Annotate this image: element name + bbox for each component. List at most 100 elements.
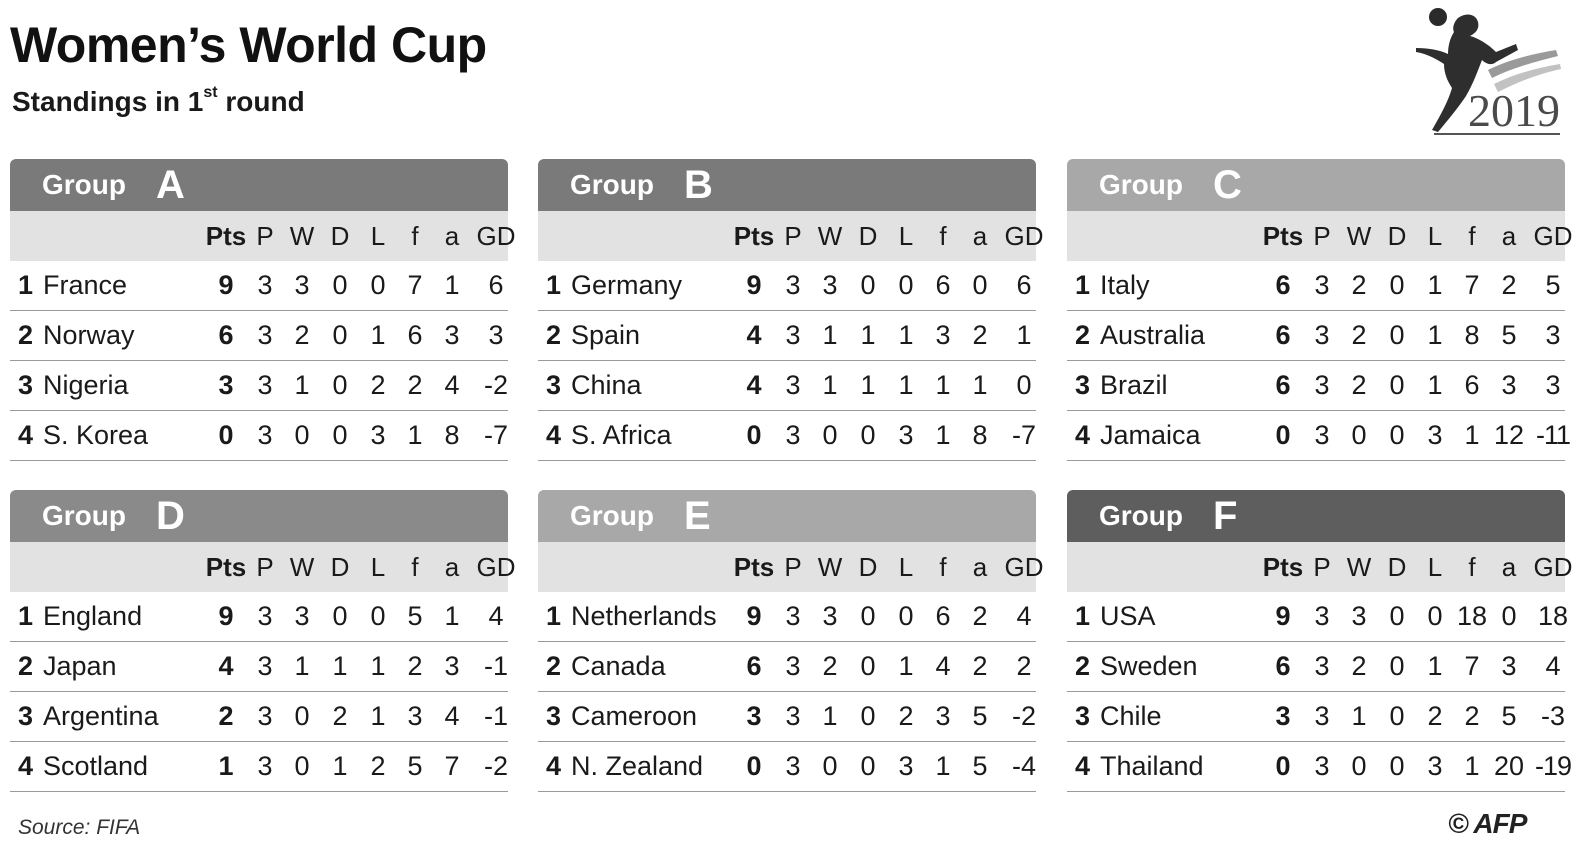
column-header: W: [1346, 551, 1372, 582]
stat-d: 0: [1389, 420, 1405, 450]
group-header: Group A: [10, 159, 508, 211]
stat-w: 1: [294, 370, 310, 400]
group-letter: B: [684, 162, 713, 207]
stat-f: 6: [1464, 370, 1480, 400]
stat-a: 2: [972, 651, 988, 681]
stat-w: 1: [294, 651, 310, 681]
stat-d: 0: [332, 370, 348, 400]
stat-gd: -2: [1011, 701, 1036, 731]
stat-d: 0: [860, 270, 876, 300]
team-name: Thailand: [1100, 751, 1204, 781]
stat-a: 5: [1501, 320, 1517, 350]
stat-f: 1: [407, 420, 423, 450]
stat-gd: -1: [483, 701, 508, 731]
stat-a: 8: [972, 420, 988, 450]
stat-w: 2: [1351, 651, 1367, 681]
stat-gd: 6: [488, 270, 504, 300]
column-header: W: [289, 220, 315, 251]
column-header: GD: [476, 551, 516, 582]
stat-f: 2: [1464, 701, 1480, 731]
stat-l: 0: [370, 601, 386, 631]
stat-l: 0: [898, 270, 914, 300]
stat-p: 3: [785, 651, 801, 681]
stat-d: 0: [1389, 270, 1405, 300]
rank: 1: [18, 270, 34, 300]
column-header: L: [370, 220, 386, 251]
rank: 4: [1075, 420, 1091, 450]
team-name: Jamaica: [1100, 420, 1201, 450]
group-header: Group D: [10, 490, 508, 542]
stat-l: 0: [1427, 601, 1443, 631]
stat-pts: 6: [746, 651, 762, 681]
stat-l: 2: [898, 701, 914, 731]
stat-l: 1: [370, 701, 386, 731]
column-header: f: [411, 220, 419, 251]
stat-a: 2: [1501, 270, 1517, 300]
group-header: Group B: [538, 159, 1036, 211]
stat-a: 3: [1501, 370, 1517, 400]
stat-p: 3: [1314, 701, 1330, 731]
stat-w: 0: [822, 420, 838, 450]
afp-credit: © AFP: [1448, 808, 1527, 839]
column-header: D: [330, 220, 350, 251]
table-row: 1 Italy 6 3 2 0 1 7 2 5: [1067, 261, 1565, 311]
stat-l: 1: [898, 320, 914, 350]
team-name: China: [571, 370, 642, 400]
stat-l: 1: [1427, 270, 1443, 300]
stat-d: 0: [332, 320, 348, 350]
stat-pts: 0: [1275, 420, 1291, 450]
subtitle-superscript: st: [203, 84, 218, 101]
stat-l: 2: [370, 751, 386, 781]
table-row: 3 Cameroon 3 3 1 0 2 3 5 -2: [538, 692, 1036, 742]
rank: 2: [1075, 651, 1091, 681]
stat-d: 0: [332, 420, 348, 450]
stat-d: 0: [860, 701, 876, 731]
stat-gd: 4: [488, 601, 504, 631]
stat-p: 3: [257, 270, 273, 300]
column-header: W: [817, 220, 843, 251]
stat-f: 6: [407, 320, 423, 350]
table-row: 1 USA 9 3 3 0 0 18 0 18: [1067, 592, 1568, 642]
rank: 3: [18, 370, 34, 400]
stat-a: 7: [444, 751, 460, 781]
table-row: 3 Nigeria 3 3 1 0 2 2 4 -2: [10, 361, 508, 411]
column-header: P: [1313, 220, 1331, 251]
column-header: P: [784, 220, 802, 251]
stat-f: 3: [935, 320, 951, 350]
stat-pts: 4: [218, 651, 234, 681]
column-header: Pts: [205, 220, 247, 251]
rank: 2: [18, 320, 34, 350]
stat-pts: 6: [1275, 370, 1291, 400]
stat-gd: 6: [1016, 270, 1032, 300]
column-header: GD: [1004, 220, 1044, 251]
stat-p: 3: [257, 751, 273, 781]
column-header: Pts: [205, 551, 247, 582]
table-row: 1 Germany 9 3 3 0 0 6 0 6: [538, 261, 1036, 311]
column-header: a: [1501, 551, 1517, 582]
stat-p: 3: [257, 601, 273, 631]
stat-gd: -19: [1534, 751, 1572, 781]
column-header: Pts: [733, 551, 775, 582]
stat-gd: 1: [1016, 320, 1032, 350]
stat-pts: 9: [746, 601, 762, 631]
stat-d: 0: [332, 601, 348, 631]
stat-pts: 3: [746, 701, 762, 731]
stat-a: 4: [444, 701, 460, 731]
rank: 1: [546, 270, 562, 300]
team-name: Netherlands: [571, 601, 717, 631]
column-header: Pts: [733, 220, 775, 251]
stat-w: 3: [294, 270, 310, 300]
stat-f: 5: [407, 751, 423, 781]
stat-l: 3: [898, 751, 914, 781]
stat-l: 3: [370, 420, 386, 450]
table-row: 4 Thailand 0 3 0 0 3 1 20 -19: [1067, 742, 1572, 792]
team-name: Scotland: [43, 751, 149, 781]
column-header: a: [444, 551, 460, 582]
stat-w: 2: [1351, 370, 1367, 400]
stat-w: 0: [294, 420, 310, 450]
stat-f: 3: [935, 701, 951, 731]
table-row: 2 Japan 4 3 1 1 1 2 3 -1: [10, 642, 508, 692]
